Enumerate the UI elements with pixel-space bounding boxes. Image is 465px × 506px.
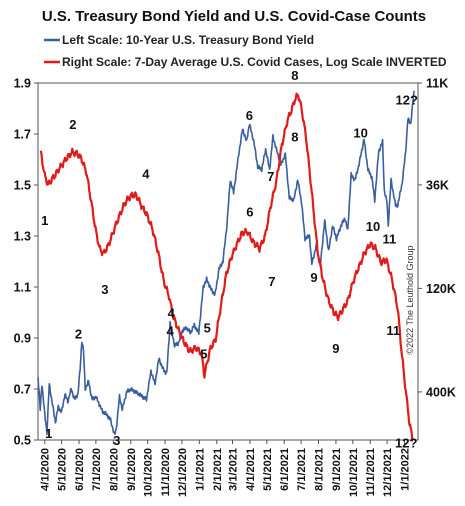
- left-tick-label: 1.1: [14, 281, 31, 295]
- annotation-label: 5: [200, 347, 207, 362]
- annotation-label: 6: [246, 108, 253, 123]
- right-tick-label: 400K: [426, 385, 456, 399]
- x-tick-label: 5/1/2021: [262, 448, 274, 491]
- x-tick-label: 3/1/2021: [227, 448, 239, 491]
- annotation-label: 10: [353, 126, 367, 141]
- annotation-label: 8: [291, 68, 298, 83]
- annotation-label: 5: [204, 320, 211, 335]
- x-tick-label: 1/1/2022: [400, 448, 412, 491]
- legend-label-yield: Left Scale: 10-Year U.S. Treasury Bond Y…: [62, 33, 314, 47]
- chart-title: U.S. Treasury Bond Yield and U.S. Covid-…: [42, 8, 426, 25]
- series-line-yield: [37, 90, 415, 436]
- annotation-label: 11: [386, 323, 400, 338]
- annotation-label: 1: [41, 213, 48, 228]
- plot-frame: [37, 82, 419, 441]
- left-tick-label: 0.9: [14, 332, 31, 346]
- left-tick-label: 1.7: [14, 128, 31, 142]
- x-tick-label: 9/1/2020: [126, 448, 138, 491]
- x-tick-label: 6/1/2020: [74, 448, 86, 491]
- annotation-label: 4: [168, 306, 176, 321]
- legend: Left Scale: 10-Year U.S. Treasury Bond Y…: [44, 33, 447, 69]
- annotation-label: 4: [166, 324, 174, 339]
- right-axis-ticks: 11K 36K 120K 400K: [418, 77, 456, 399]
- x-tick-label: 5/1/2020: [57, 448, 69, 491]
- right-tick-label: 11K: [426, 77, 448, 91]
- annotation-label: 9: [332, 341, 339, 356]
- x-tick-label: 4/1/2020: [40, 448, 52, 491]
- annotation-label: 7: [267, 169, 274, 184]
- left-tick-label: 1.9: [14, 77, 31, 91]
- x-tick-label: 10/1/2021: [348, 448, 360, 497]
- x-tick-label: 9/1/2021: [331, 448, 343, 491]
- annotation-label: 3: [113, 433, 120, 448]
- x-tick-label: 8/1/2020: [108, 448, 120, 491]
- annotation-label: 10: [366, 219, 380, 234]
- annotation-label: 7: [268, 274, 275, 289]
- annotation-label: 1: [45, 426, 52, 441]
- x-tick-label: 11/1/2021: [365, 448, 377, 496]
- left-tick-label: 0.5: [14, 434, 31, 448]
- credit-text: ©2022 The Leuthold Group: [405, 245, 415, 354]
- annotation-label: 2: [75, 326, 82, 341]
- x-tick-label: 12/1/2020: [177, 448, 189, 497]
- annotation-label: 12?: [395, 435, 417, 450]
- x-tick-label: 7/1/2021: [296, 448, 308, 491]
- x-tick-label: 1/1/2021: [194, 448, 206, 491]
- annotation-label: 12?: [396, 93, 418, 108]
- x-axis-ticks: 4/1/2020 5/1/2020 6/1/2020 7/1/2020 8/1/2020…: [40, 440, 412, 497]
- x-tick-label: 8/1/2021: [314, 448, 326, 491]
- right-tick-label: 120K: [426, 282, 456, 296]
- left-axis-ticks: 0.5 0.7 0.9 1.1 1.3 1.5 1.7 1.9: [14, 77, 38, 448]
- x-tick-label: 6/1/2021: [279, 448, 291, 491]
- x-tick-label: 7/1/2020: [91, 448, 103, 491]
- annotation-label: 4: [142, 166, 150, 181]
- annotation-label: 3: [101, 282, 108, 297]
- annotation-label: 11: [382, 232, 396, 247]
- right-tick-label: 36K: [426, 178, 449, 192]
- annotation-label: 9: [310, 270, 317, 285]
- x-tick-label: 12/1/2021: [382, 448, 394, 497]
- left-tick-label: 1.3: [14, 230, 31, 244]
- left-tick-label: 0.7: [14, 383, 31, 397]
- x-tick-label: 4/1/2021: [245, 448, 257, 491]
- legend-label-covid: Right Scale: 7-Day Average U.S. Covid Ca…: [62, 55, 447, 69]
- x-tick-label: 10/1/2020: [143, 448, 155, 497]
- x-tick-label: 11/1/2020: [160, 448, 172, 496]
- left-tick-label: 1.5: [14, 179, 31, 193]
- annotation-label: 6: [246, 204, 253, 219]
- x-tick-label: 2/1/2021: [212, 448, 224, 491]
- series-line-covid: [39, 92, 414, 442]
- annotation-label: 2: [69, 117, 76, 132]
- annotation-label: 8: [291, 130, 298, 145]
